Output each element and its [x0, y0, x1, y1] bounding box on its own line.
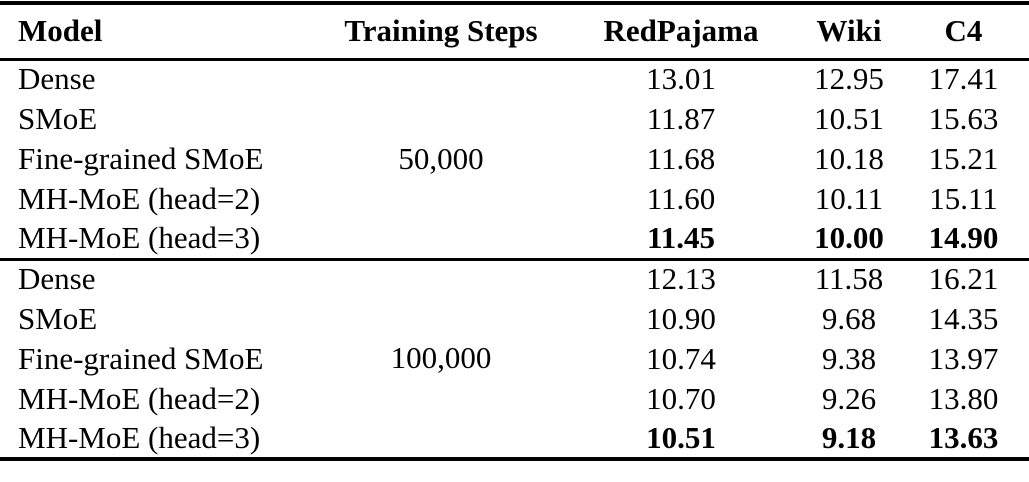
column-header-wiki: Wiki [816, 12, 882, 48]
model-name: MH-MoE (head=2) [18, 380, 261, 416]
wiki-value: 12.95 [814, 61, 884, 97]
table-row-best: MH-MoE (head=3) 10.51 9.18 13.63 [0, 419, 1029, 459]
model-name: MH-MoE (head=3) [18, 419, 261, 455]
redpajama-value: 10.51 [646, 419, 716, 455]
redpajama-value: 12.13 [646, 261, 716, 297]
table-header: Model Training Steps RedPajama Wiki C4 [0, 3, 1029, 59]
c4-value: 15.63 [928, 100, 999, 136]
table-row-best: MH-MoE (head=3) 11.45 10.00 14.90 [0, 219, 1029, 259]
redpajama-value: 11.60 [646, 180, 716, 216]
wiki-value: 9.68 [821, 300, 877, 336]
c4-value: 15.21 [928, 140, 999, 176]
column-header-training-steps: Training Steps [344, 12, 538, 48]
table-row: Dense 50,000 13.01 12.95 17.41 [0, 59, 1029, 175]
wiki-value: 11.58 [814, 261, 884, 297]
group-100k: Dense 100,000 12.13 11.58 16.21 SMoE 10.… [0, 259, 1029, 459]
redpajama-value: 11.87 [646, 100, 716, 136]
table-row: Dense 100,000 12.13 11.58 16.21 [0, 259, 1029, 375]
wiki-value: 9.26 [821, 380, 877, 416]
table-row: SMoE 11.87 10.51 15.63 [0, 99, 1029, 139]
redpajama-value: 10.90 [646, 300, 716, 336]
c4-value: 13.63 [928, 419, 999, 455]
redpajama-value: 10.74 [646, 340, 716, 376]
model-name: Dense [18, 261, 96, 297]
c4-value: 17.41 [928, 61, 999, 97]
model-name: SMoE [18, 100, 98, 136]
column-header-model: Model [18, 12, 103, 48]
c4-value: 13.80 [928, 380, 999, 416]
model-name: Fine-grained SMoE [18, 140, 264, 176]
redpajama-value: 10.70 [646, 380, 716, 416]
model-name: MH-MoE (head=3) [18, 219, 261, 255]
c4-value: 14.35 [928, 300, 999, 336]
wiki-value: 9.38 [821, 340, 877, 376]
table-row: SMoE 10.90 9.68 14.35 [0, 299, 1029, 339]
header-row: Model Training Steps RedPajama Wiki C4 [0, 3, 1029, 59]
table-row: Fine-grained SMoE 10.74 9.38 13.97 [0, 339, 1029, 379]
table-row: MH-MoE (head=2) 11.60 10.11 15.11 [0, 179, 1029, 219]
group-50k: Dense 50,000 13.01 12.95 17.41 SMoE 11.8… [0, 59, 1029, 259]
model-name: SMoE [18, 300, 98, 336]
model-name: Fine-grained SMoE [18, 340, 264, 376]
training-steps-value: 50,000 [398, 140, 484, 176]
wiki-value: 9.18 [821, 419, 877, 455]
table-row: Fine-grained SMoE 11.68 10.18 15.21 [0, 139, 1029, 179]
results-table: Model Training Steps RedPajama Wiki C4 D… [0, 1, 1029, 461]
wiki-value: 10.18 [814, 140, 884, 176]
c4-value: 15.11 [929, 180, 998, 216]
redpajama-value: 11.45 [646, 219, 716, 255]
redpajama-value: 13.01 [646, 61, 716, 97]
table-row: MH-MoE (head=2) 10.70 9.26 13.80 [0, 379, 1029, 419]
c4-value: 16.21 [928, 261, 999, 297]
column-header-c4: C4 [944, 12, 983, 48]
training-steps-value: 100,000 [390, 340, 492, 376]
model-name: Dense [18, 61, 96, 97]
model-name: MH-MoE (head=2) [18, 180, 261, 216]
column-header-redpajama: RedPajama [603, 12, 759, 48]
redpajama-value: 11.68 [646, 140, 716, 176]
wiki-value: 10.00 [814, 219, 884, 255]
c4-value: 13.97 [928, 340, 999, 376]
wiki-value: 10.51 [814, 100, 884, 136]
wiki-value: 10.11 [814, 180, 884, 216]
c4-value: 14.90 [928, 219, 999, 255]
